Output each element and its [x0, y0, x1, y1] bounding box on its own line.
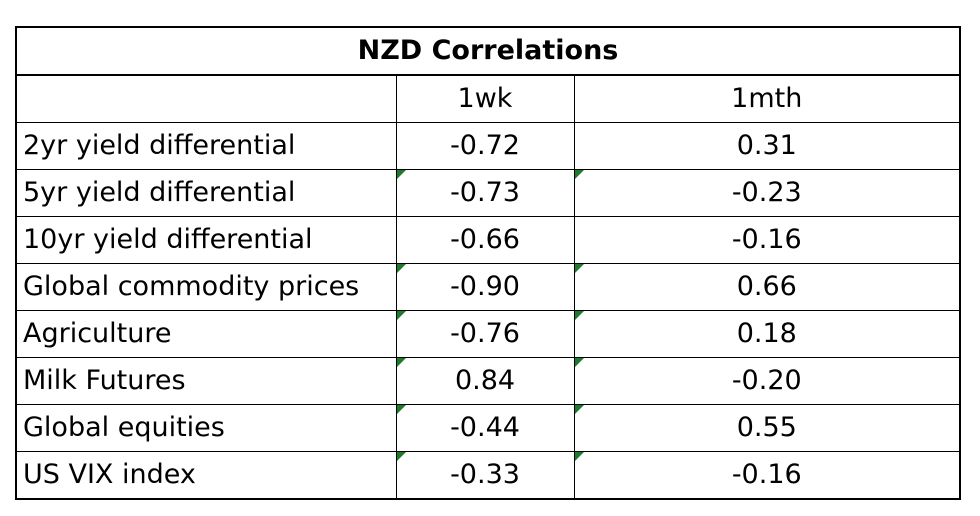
header-1mth: 1mth	[573, 74, 961, 123]
row-label: 5yr yield differential	[15, 169, 397, 217]
row-label: 2yr yield differential	[15, 122, 397, 170]
table-row: Milk Futures 0.84 -0.20	[15, 357, 961, 405]
value-1mth: 0.55	[573, 404, 961, 452]
row-label: Global commodity prices	[15, 263, 397, 311]
nzd-correlations-table: NZD Correlations 1wk 1mth 2yr yield diff…	[15, 26, 961, 500]
value-1wk: -0.73	[395, 169, 575, 217]
value-1mth: -0.23	[573, 169, 961, 217]
table-row: 10yr yield differential -0.66 -0.16	[15, 216, 961, 264]
table-row: 5yr yield differential -0.73 -0.23	[15, 169, 961, 217]
value-1wk: -0.66	[395, 216, 575, 264]
value-1mth: -0.16	[573, 216, 961, 264]
table-row: Global commodity prices -0.90 0.66	[15, 263, 961, 311]
value-1wk: 0.84	[395, 357, 575, 405]
row-label: 10yr yield differential	[15, 216, 397, 264]
table-header-row: 1wk 1mth	[15, 74, 961, 123]
value-1mth: -0.16	[573, 451, 961, 500]
table-title-row: NZD Correlations	[15, 26, 961, 76]
value-1wk: -0.90	[395, 263, 575, 311]
row-label: US VIX index	[15, 451, 397, 500]
value-1wk: -0.72	[395, 122, 575, 170]
table-row: Agriculture -0.76 0.18	[15, 310, 961, 358]
value-1wk: -0.44	[395, 404, 575, 452]
value-1mth: 0.66	[573, 263, 961, 311]
value-1mth: 0.18	[573, 310, 961, 358]
row-label: Global equities	[15, 404, 397, 452]
header-blank-cell	[15, 74, 397, 123]
value-1wk: -0.33	[395, 451, 575, 500]
table-row: 2yr yield differential -0.72 0.31	[15, 122, 961, 170]
table-row: Global equities -0.44 0.55	[15, 404, 961, 452]
header-1wk: 1wk	[395, 74, 575, 123]
row-label: Milk Futures	[15, 357, 397, 405]
table-title: NZD Correlations	[15, 26, 961, 76]
value-1wk: -0.76	[395, 310, 575, 358]
row-label: Agriculture	[15, 310, 397, 358]
value-1mth: 0.31	[573, 122, 961, 170]
table-row: US VIX index -0.33 -0.16	[15, 451, 961, 500]
value-1mth: -0.20	[573, 357, 961, 405]
